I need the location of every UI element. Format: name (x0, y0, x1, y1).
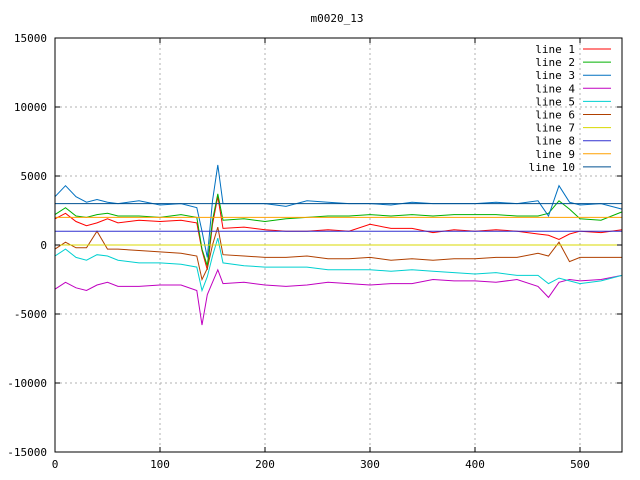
x-tick-label: 200 (255, 458, 275, 471)
legend-label: line 9 (535, 148, 575, 161)
axis-ticks: 0 100 200 300 400 500 -15000 -10000 -5000 0 5000 10… (7, 32, 622, 471)
legend-label: line 3 (535, 69, 575, 82)
series-line-5 (54, 237, 623, 293)
legend-label: line 4 (535, 82, 575, 95)
x-tick-label: 400 (465, 458, 485, 471)
y-tick-label: -10000 (7, 377, 47, 390)
legend-label: line 7 (535, 122, 575, 135)
y-tick-label: -5000 (14, 308, 47, 321)
x-tick-label: 300 (360, 458, 380, 471)
y-tick-label: 10000 (14, 101, 47, 114)
y-tick-label: 5000 (21, 170, 48, 183)
series-line-4 (54, 268, 623, 326)
y-tick-label: -15000 (7, 446, 47, 459)
legend-label: line 2 (535, 56, 575, 69)
legend-label: line 5 (535, 95, 575, 108)
series-line-3 (54, 164, 623, 258)
x-tick-label: 500 (570, 458, 590, 471)
legend-label: line 8 (535, 135, 575, 148)
series-lines (54, 164, 623, 326)
x-tick-label: 0 (52, 458, 59, 471)
chart-title: m0020_13 (311, 12, 364, 25)
y-tick-label: 15000 (14, 32, 47, 45)
legend-label: line 10 (529, 161, 575, 174)
series-line-2 (54, 193, 623, 266)
series-line-6 (54, 226, 622, 282)
x-tick-label: 100 (150, 458, 170, 471)
legend-label: line 1 (535, 43, 575, 56)
legend-label: line 6 (535, 109, 575, 122)
y-tick-label: 0 (40, 239, 47, 252)
